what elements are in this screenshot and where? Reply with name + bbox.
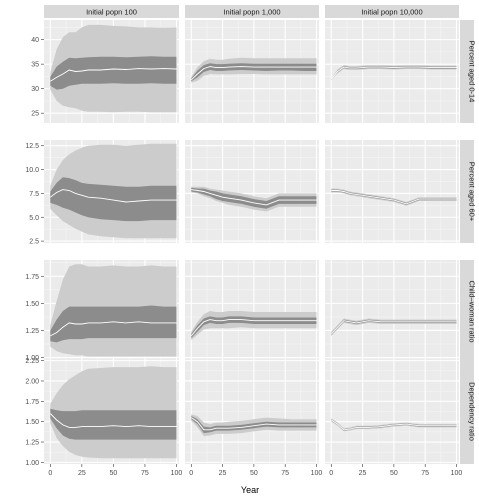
y-tick-label: 5.0 [29, 215, 39, 222]
x-tick-label: 75 [141, 470, 149, 477]
row-strip [460, 20, 474, 123]
median-line [331, 190, 457, 205]
column-strip [44, 5, 179, 18]
median-line [331, 419, 457, 431]
facet-panel [185, 20, 319, 123]
facet-panel [44, 140, 179, 243]
row-strip-label: Child–woman ratio [468, 280, 477, 342]
median-line [191, 189, 317, 206]
median-line [50, 321, 177, 337]
row-strip-label: Percent aged 60+ [468, 162, 477, 222]
x-tick-label: 50 [390, 470, 398, 477]
column-strip-label: Initial popn 1,000 [223, 8, 280, 17]
panel-background [325, 20, 459, 123]
y-tick-label: 1.00 [25, 460, 39, 467]
facet-panel [325, 260, 459, 363]
inner-band [191, 316, 317, 339]
column-strip [185, 5, 319, 18]
y-tick-label: 1.00 [25, 355, 39, 362]
x-tick-label: 25 [78, 470, 86, 477]
median-line [190, 319, 317, 337]
x-axis-title: Year [241, 485, 259, 495]
row-strip-label: Dependency ratio [468, 382, 477, 441]
x-tick-label: 0 [189, 470, 193, 477]
row-strip [460, 260, 474, 363]
facet-panel [44, 359, 179, 464]
median-line [50, 68, 177, 82]
column-strip-label: Initial popn 10,000 [361, 8, 422, 17]
x-tick-label: 25 [359, 470, 367, 477]
facet-panel [325, 20, 459, 123]
x-tick-label: 50 [250, 470, 258, 477]
y-tick-label: 25 [31, 111, 39, 118]
facet-panel [325, 359, 459, 464]
y-tick-label: 1.25 [25, 328, 39, 335]
x-tick-label: 0 [329, 470, 333, 477]
y-tick-label: 40 [31, 37, 39, 44]
inner-band [50, 408, 177, 440]
median-line [330, 66, 457, 80]
y-tick-label: 10.0 [25, 167, 39, 174]
x-tick-label: 75 [421, 470, 429, 477]
x-tick-label: 100 [171, 470, 183, 477]
facet-panel [44, 20, 179, 123]
facet-panel [44, 260, 179, 363]
median-line [191, 417, 317, 431]
y-tick-label: 1.75 [25, 274, 39, 281]
x-tick-label: 100 [311, 470, 323, 477]
inner-band [191, 416, 317, 434]
x-tick-label: 75 [281, 470, 289, 477]
x-tick-label: 0 [48, 470, 52, 477]
y-tick-label: 7.5 [29, 191, 39, 198]
y-tick-label: 2.00 [25, 378, 39, 385]
y-tick-label: 35 [31, 62, 39, 69]
y-tick-label: 1.75 [25, 399, 39, 406]
facet-panel [185, 140, 319, 243]
facet-panel [185, 260, 319, 363]
x-tick-label: 25 [219, 470, 227, 477]
median-line [190, 66, 317, 81]
inner-band [50, 177, 177, 222]
row-strip [460, 359, 474, 464]
inner-band [50, 305, 177, 343]
row-strip-label: Percent aged 0-14 [468, 41, 477, 103]
panel-background [185, 260, 319, 363]
inner-band [191, 187, 317, 209]
y-tick-label: 2.25 [25, 358, 39, 365]
outer-band [331, 188, 457, 206]
y-tick-label: 1.25 [25, 440, 39, 447]
row-strip [460, 140, 474, 243]
column-strip [325, 5, 459, 18]
panels-layer: Initial popn 100 Initial popn 1,000 Initia… [25, 5, 477, 477]
median-line [330, 320, 457, 335]
facet-panel [185, 359, 319, 464]
x-tick-label: 100 [451, 470, 463, 477]
y-tick-label: 1.50 [25, 301, 39, 308]
x-tick-label: 50 [109, 470, 117, 477]
outer-band [331, 65, 457, 81]
inner-band [50, 56, 177, 90]
median-line [49, 413, 177, 428]
median-line [50, 189, 177, 203]
facet-panel [325, 140, 459, 243]
y-tick-label: 30 [31, 86, 39, 93]
column-strip-label: Initial popn 100 [86, 8, 137, 17]
panel-background [325, 260, 459, 363]
y-tick-label: 12.5 [25, 143, 39, 150]
y-tick-label: 2.5 [29, 239, 39, 246]
y-tick-label: 1.50 [25, 419, 39, 426]
